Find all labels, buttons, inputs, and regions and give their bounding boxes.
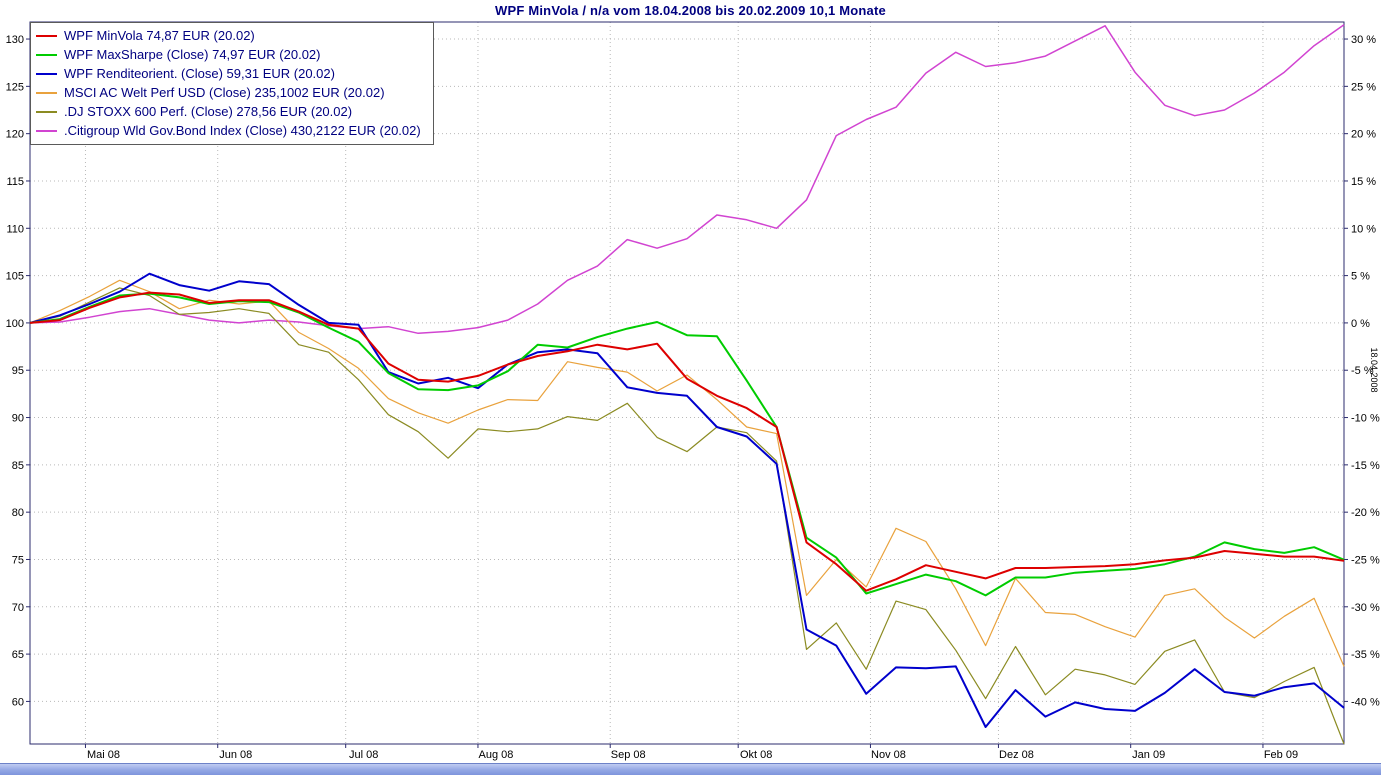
- y-axis-label-right: 30 %: [1351, 34, 1376, 46]
- series-line-wpf-renditeorient[interactable]: [29, 272, 1345, 728]
- y-axis-label-right: -25 %: [1351, 554, 1380, 566]
- legend-box: WPF MinVola 74,87 EUR (20.02) WPF MaxShar…: [30, 22, 434, 145]
- y-axis-label-left: 130: [6, 34, 24, 46]
- x-axis-label: Mai 08: [87, 749, 120, 761]
- y-axis-label-left: 70: [12, 602, 24, 614]
- legend-line-swatch: [36, 53, 57, 56]
- y-axis-label-right: -5 %: [1351, 365, 1374, 377]
- legend-label: .Citigroup Wld Gov.Bond Index (Close) 43…: [64, 123, 421, 138]
- y-axis-label-left: 60: [12, 696, 24, 708]
- x-axis-label: Feb 09: [1264, 749, 1298, 761]
- legend-line-swatch: [36, 129, 57, 132]
- series-line-wpf-maxsharpe[interactable]: [29, 292, 1345, 597]
- x-axis-label: Jan 09: [1132, 749, 1165, 761]
- legend-line-swatch: [36, 72, 57, 75]
- y-axis-label-right: -20 %: [1351, 507, 1380, 519]
- x-axis-label: Dez 08: [999, 749, 1034, 761]
- y-axis-label-right: 20 %: [1351, 129, 1376, 141]
- x-axis-label: Jun 08: [219, 749, 252, 761]
- legend-label: WPF Renditeorient. (Close) 59,31 EUR (20…: [64, 66, 335, 81]
- y-axis-label-right: 5 %: [1351, 271, 1370, 283]
- legend-label: MSCI AC Welt Perf USD (Close) 235,1002 E…: [64, 85, 385, 100]
- x-axis-label: Sep 08: [611, 749, 646, 761]
- legend-label: WPF MaxSharpe (Close) 74,97 EUR (20.02): [64, 47, 321, 62]
- legend-line-swatch: [36, 91, 57, 94]
- legend-item[interactable]: .DJ STOXX 600 Perf. (Close) 278,56 EUR (…: [36, 102, 421, 121]
- legend-item[interactable]: WPF Renditeorient. (Close) 59,31 EUR (20…: [36, 64, 421, 83]
- y-axis-label-left: 75: [12, 554, 24, 566]
- y-axis-label-left: 105: [6, 271, 24, 283]
- y-axis-label-right: -15 %: [1351, 460, 1380, 472]
- start-date-label: 18.04.2008: [1369, 347, 1379, 392]
- chart-title: WPF MinVola / n/a vom 18.04.2008 bis 20.…: [495, 3, 886, 18]
- y-axis-label-right: 10 %: [1351, 223, 1376, 235]
- x-axis-label: Okt 08: [740, 749, 772, 761]
- y-axis-label-right: 25 %: [1351, 81, 1376, 93]
- x-axis-label: Aug 08: [479, 749, 514, 761]
- y-axis-label-left: 100: [6, 318, 24, 330]
- series-line-wpf-minvola[interactable]: [29, 291, 1345, 592]
- bottom-scrollbar-strip[interactable]: [0, 763, 1381, 775]
- y-axis-label-right: 15 %: [1351, 176, 1376, 188]
- legend-line-swatch: [36, 110, 57, 113]
- y-axis-label-left: 85: [12, 460, 24, 472]
- series-line-citigroup-wld-gov-bond-index[interactable]: [29, 24, 1345, 335]
- legend-item[interactable]: WPF MinVola 74,87 EUR (20.02): [36, 26, 421, 45]
- y-axis-label-left: 125: [6, 81, 24, 93]
- x-axis-label: Jul 08: [349, 749, 378, 761]
- y-axis-label-left: 65: [12, 649, 24, 661]
- y-axis-label-left: 95: [12, 365, 24, 377]
- y-axis-label-right: -40 %: [1351, 696, 1380, 708]
- x-axis-label: Nov 08: [871, 749, 906, 761]
- legend-label: WPF MinVola 74,87 EUR (20.02): [64, 28, 255, 43]
- legend-item[interactable]: WPF MaxSharpe (Close) 74,97 EUR (20.02): [36, 45, 421, 64]
- y-axis-label-right: -35 %: [1351, 649, 1380, 661]
- legend-item[interactable]: .Citigroup Wld Gov.Bond Index (Close) 43…: [36, 121, 421, 140]
- y-axis-label-left: 90: [12, 413, 24, 425]
- y-axis-label-right: -30 %: [1351, 602, 1380, 614]
- series-line-msci-ac-welt-perf-usd[interactable]: [29, 279, 1345, 667]
- y-axis-label-left: 80: [12, 507, 24, 519]
- series-line-dj-stoxx-600-perf[interactable]: [29, 287, 1345, 745]
- plot-frame: [29, 21, 1345, 745]
- y-axis-label-right: -10 %: [1351, 413, 1380, 425]
- y-axis-label-left: 120: [6, 129, 24, 141]
- y-axis-label-left: 115: [6, 176, 24, 188]
- legend-item[interactable]: MSCI AC Welt Perf USD (Close) 235,1002 E…: [36, 83, 421, 102]
- legend-line-swatch: [36, 34, 57, 37]
- y-axis-label-right: 0 %: [1351, 318, 1370, 330]
- y-axis-label-left: 110: [6, 223, 24, 235]
- legend-label: .DJ STOXX 600 Perf. (Close) 278,56 EUR (…: [64, 104, 353, 119]
